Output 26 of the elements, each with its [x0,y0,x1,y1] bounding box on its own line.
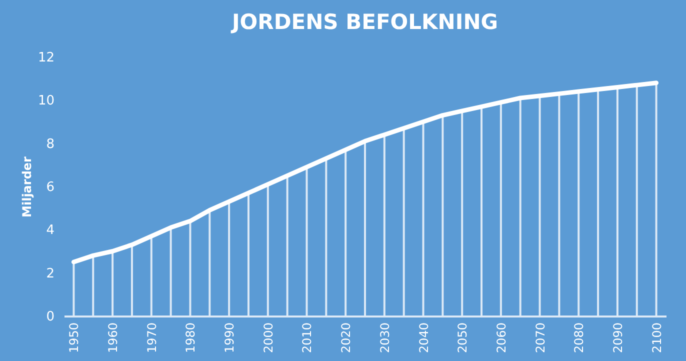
y-tick-label: 0 [46,310,54,324]
x-tick-label: 2080 [572,322,586,354]
x-tick-label: 1970 [144,322,159,354]
x-tick-label: 2050 [456,322,470,354]
x-tick-label: 2020 [339,322,354,354]
y-tick-label: 6 [46,180,54,195]
chart-title: JORDENS BEFOLKNING [230,10,498,34]
y-tick-label: 12 [38,50,54,66]
line-series [71,80,659,264]
y-tick-label: 4 [46,223,54,238]
x-tick-label: 2030 [378,322,392,354]
x-tick-label: 2060 [494,322,508,354]
x-tick-label: 1950 [67,322,82,354]
x-tick-label: 2000 [261,322,276,354]
y-tick-label: 8 [46,136,54,152]
x-tick-label: 2040 [416,322,431,354]
x-tick-label: 2090 [610,322,625,354]
x-tick-label: 2010 [300,322,314,354]
x-tick-label: 2100 [650,322,664,354]
y-tick-label: 2 [46,266,54,282]
x-tick-label: 2070 [533,322,548,354]
y-tick-label: 10 [38,94,54,109]
x-tick-label: 1960 [106,322,120,354]
x-tick-label: 1990 [222,322,237,354]
y-axis-title: Miljarder [20,156,34,218]
x-tick-label: 1980 [184,322,198,354]
